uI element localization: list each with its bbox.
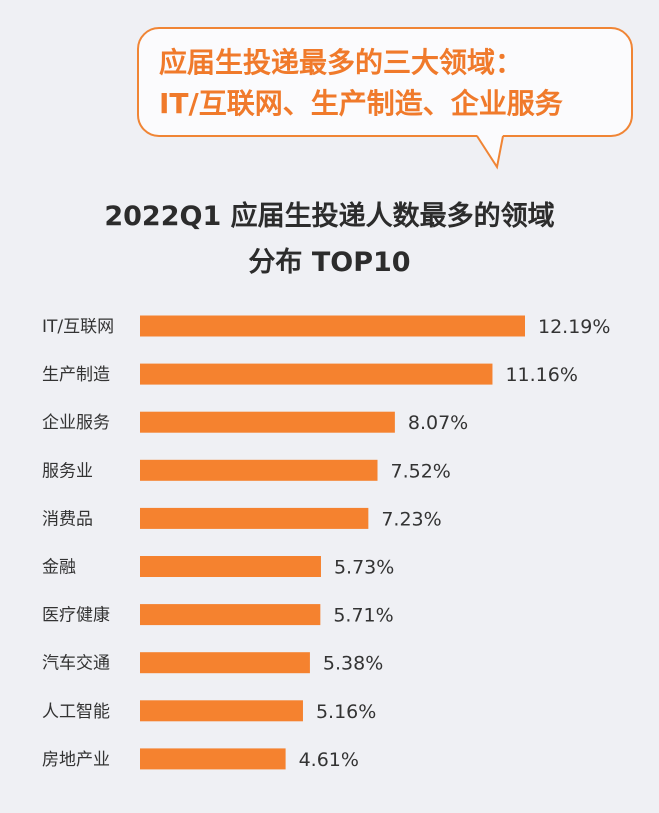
value-label: 8.07% (408, 412, 468, 434)
chart-title-line-1: 2022Q1 应届生投递人数最多的领域 (104, 201, 555, 232)
callout-tail (476, 135, 504, 170)
value-label: 11.16% (505, 364, 577, 386)
category-label: 医疗健康 (42, 606, 110, 626)
bar (140, 652, 310, 674)
callout-line-2: IT/互联网、生产制造、企业服务 (159, 87, 563, 120)
category-label: 企业服务 (42, 413, 110, 433)
value-label: 12.19% (538, 316, 610, 338)
bar (140, 363, 493, 385)
category-label: 房地产业 (42, 750, 110, 770)
bar (140, 507, 369, 529)
bar (140, 700, 303, 722)
value-label: 4.61% (299, 749, 359, 771)
chart-title-line-2: 分布 TOP10 (248, 247, 411, 278)
category-label: 人工智能 (42, 702, 110, 722)
callout-line-1: 应届生投递最多的三大领域： (159, 46, 524, 79)
value-label: 7.52% (391, 460, 451, 482)
category-label: 服务业 (42, 461, 93, 481)
callout-box: 应届生投递最多的三大领域： IT/互联网、生产制造、企业服务 (137, 27, 633, 137)
bar (140, 556, 321, 577)
bar (140, 748, 286, 770)
category-label: IT/互联网 (42, 317, 114, 337)
value-label: 7.23% (381, 508, 441, 530)
category-label: 生产制造 (42, 365, 110, 385)
value-label: 5.73% (334, 557, 394, 579)
value-label: 5.71% (333, 605, 393, 627)
value-label: 5.38% (323, 653, 383, 675)
bar (140, 604, 321, 626)
value-label: 5.16% (316, 701, 376, 723)
bar (140, 459, 378, 481)
bar (140, 411, 395, 433)
category-label: 汽车交通 (42, 654, 110, 674)
category-label: 消费品 (42, 509, 93, 529)
category-label: 金融 (42, 558, 76, 578)
bar (140, 315, 525, 337)
